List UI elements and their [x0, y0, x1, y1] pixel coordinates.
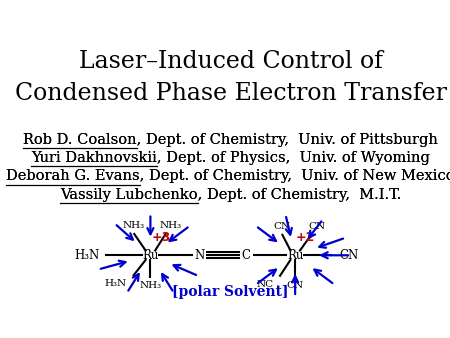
Text: Vassily Lubchenko, Dept. of Chemistry,  M.I.T.: Vassily Lubchenko, Dept. of Chemistry, M…: [60, 188, 401, 201]
Text: Deborah G. Evans, Dept. of Chemistry,  Univ. of New Mexico: Deborah G. Evans, Dept. of Chemistry, Un…: [6, 169, 450, 184]
Text: [polar Solvent]: [polar Solvent]: [172, 285, 289, 299]
Text: NH₃: NH₃: [122, 221, 145, 230]
Text: NH₃: NH₃: [140, 282, 162, 290]
Text: CN: CN: [273, 222, 290, 231]
Text: Rob D. Coalson, Dept. of Chemistry,  Univ. of Pittsburgh: Rob D. Coalson, Dept. of Chemistry, Univ…: [23, 133, 438, 147]
Text: Yuri Dakhnovskii, Dept. of Physics,  Univ. of Wyoming: Yuri Dakhnovskii, Dept. of Physics, Univ…: [31, 151, 430, 165]
Text: CN: CN: [308, 222, 325, 231]
Text: +3: +3: [151, 231, 171, 244]
Text: N: N: [194, 249, 204, 262]
Text: Deborah G. Evans, Dept. of Chemistry,  Univ. of New Mexico: Deborah G. Evans, Dept. of Chemistry, Un…: [6, 169, 450, 184]
Text: Ru: Ru: [287, 249, 303, 262]
Text: Laser–Induced Control of: Laser–Induced Control of: [79, 50, 382, 73]
Text: H₃N: H₃N: [75, 249, 100, 262]
Text: CN: CN: [340, 249, 359, 262]
Text: Vassily Lubchenko, Dept. of Chemistry,  M.I.T.: Vassily Lubchenko, Dept. of Chemistry, M…: [60, 188, 401, 201]
Text: C: C: [242, 249, 251, 262]
Text: Condensed Phase Electron Transfer: Condensed Phase Electron Transfer: [14, 82, 446, 105]
Text: NH₃: NH₃: [160, 221, 182, 230]
Text: Yuri Dakhnovskii, Dept. of Physics,  Univ. of Wyoming: Yuri Dakhnovskii, Dept. of Physics, Univ…: [31, 151, 430, 165]
Text: CN: CN: [287, 282, 304, 290]
Text: +2: +2: [295, 231, 315, 244]
Text: Rob D. Coalson, Dept. of Chemistry,  Univ. of Pittsburgh: Rob D. Coalson, Dept. of Chemistry, Univ…: [23, 133, 438, 147]
Text: NC: NC: [256, 280, 273, 289]
Text: H₃N: H₃N: [104, 279, 127, 288]
Text: Ru: Ru: [142, 249, 158, 262]
